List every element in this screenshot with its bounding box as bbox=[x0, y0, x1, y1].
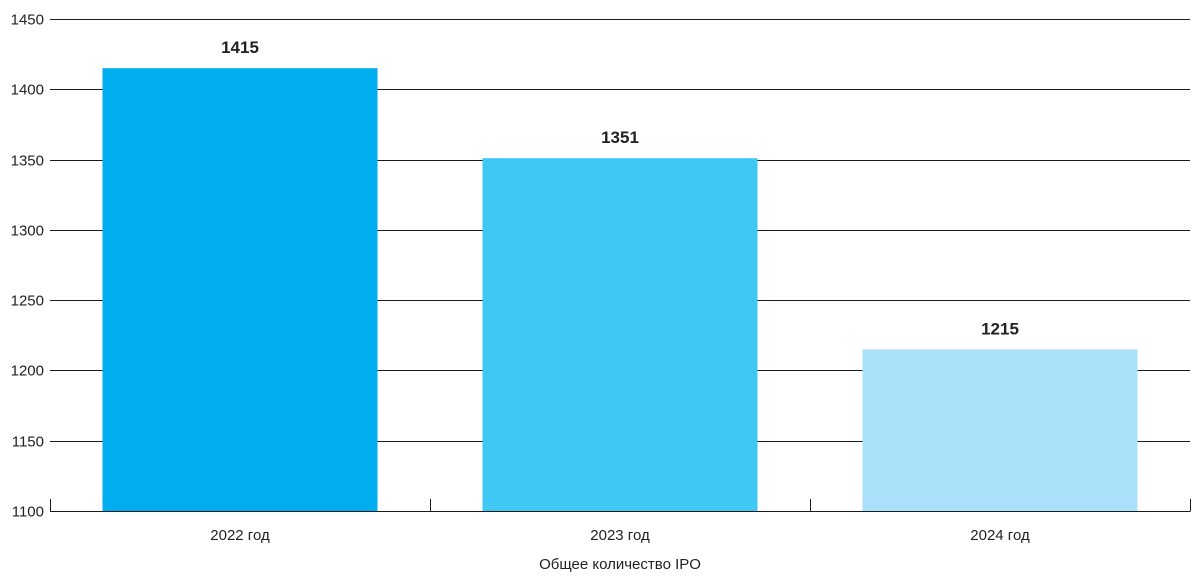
x-axis-title: Общее количество IPO bbox=[539, 556, 701, 573]
bar-2024-год bbox=[862, 349, 1138, 511]
y-tick-label: 1100 bbox=[12, 504, 44, 521]
x-axis bbox=[50, 499, 1191, 512]
bars bbox=[102, 68, 1138, 511]
y-tick-label: 1300 bbox=[11, 223, 44, 240]
labels: 1100 1150 1200 1250 1300 1350 1400 1450 1415 2022… bbox=[11, 12, 1030, 545]
bar-2022-год bbox=[102, 68, 378, 511]
y-tick-label: 1200 bbox=[11, 363, 44, 380]
x-tick-label: 2023 год bbox=[590, 527, 650, 544]
data-label: 1351 bbox=[601, 128, 639, 147]
y-tick-label: 1150 bbox=[12, 434, 44, 451]
x-tick-label: 2024 год bbox=[970, 527, 1030, 544]
data-label: 1215 bbox=[981, 319, 1019, 338]
data-label: 1415 bbox=[221, 38, 259, 57]
y-tick-label: 1400 bbox=[11, 82, 44, 99]
bar-2023-год bbox=[482, 158, 758, 511]
y-tick-label: 1450 bbox=[11, 12, 44, 29]
y-tick-label: 1250 bbox=[11, 293, 44, 310]
y-tick-label: 1350 bbox=[11, 153, 44, 170]
x-tick-label: 2022 год bbox=[210, 527, 270, 544]
